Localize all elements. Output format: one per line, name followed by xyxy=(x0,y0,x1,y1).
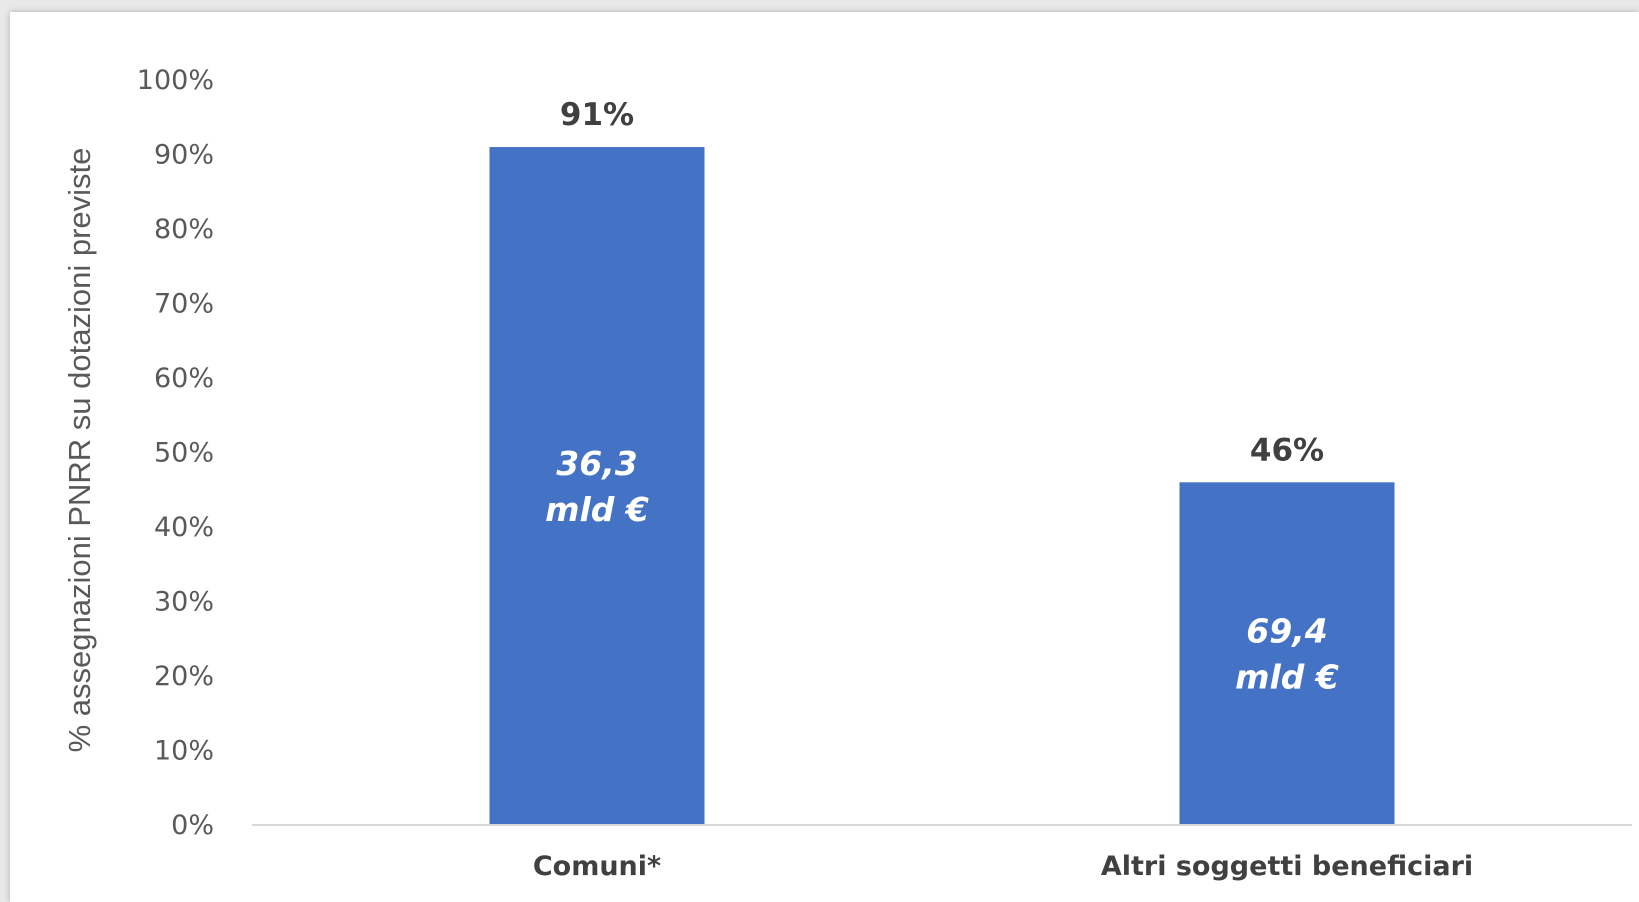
x-category-label: Altri soggetti beneficiari xyxy=(1101,851,1473,882)
y-tick-label: 90% xyxy=(154,140,214,171)
y-tick-label: 40% xyxy=(154,512,214,543)
bar xyxy=(489,147,705,826)
y-tick-label: 50% xyxy=(154,438,214,469)
y-axis-title: % assegnazioni PNRR su dotazioni previst… xyxy=(62,148,97,753)
bar-inner-label: mld € xyxy=(545,490,649,529)
y-tick-label: 0% xyxy=(171,810,214,841)
y-tick-label: 100% xyxy=(137,65,214,96)
data-labels: 91% 36,3 mld € 46% 69,4 mld € xyxy=(545,97,1339,697)
y-tick-label: 60% xyxy=(154,363,214,394)
x-category-label: Comuni* xyxy=(533,851,661,882)
x-axis-categories: Comuni* Altri soggetti beneficiari xyxy=(533,851,1473,882)
bar-value-label: 46% xyxy=(1250,432,1324,468)
bar xyxy=(1179,482,1395,825)
bar-inner-label: 36,3 xyxy=(556,444,637,483)
y-tick-label: 10% xyxy=(154,736,214,767)
y-tick-label: 30% xyxy=(154,587,214,618)
y-tick-label: 80% xyxy=(154,214,214,245)
bars xyxy=(489,147,1395,826)
y-tick-label: 20% xyxy=(154,661,214,692)
bar-value-label: 91% xyxy=(560,97,634,133)
bar-inner-label: 69,4 xyxy=(1246,612,1327,651)
bar-inner-label: mld € xyxy=(1235,658,1339,697)
y-tick-label: 70% xyxy=(154,289,214,320)
y-axis-ticks: 0% 10% 20% 30% 40% 50% 60% 70% 80% 90% 100% xyxy=(137,65,214,841)
